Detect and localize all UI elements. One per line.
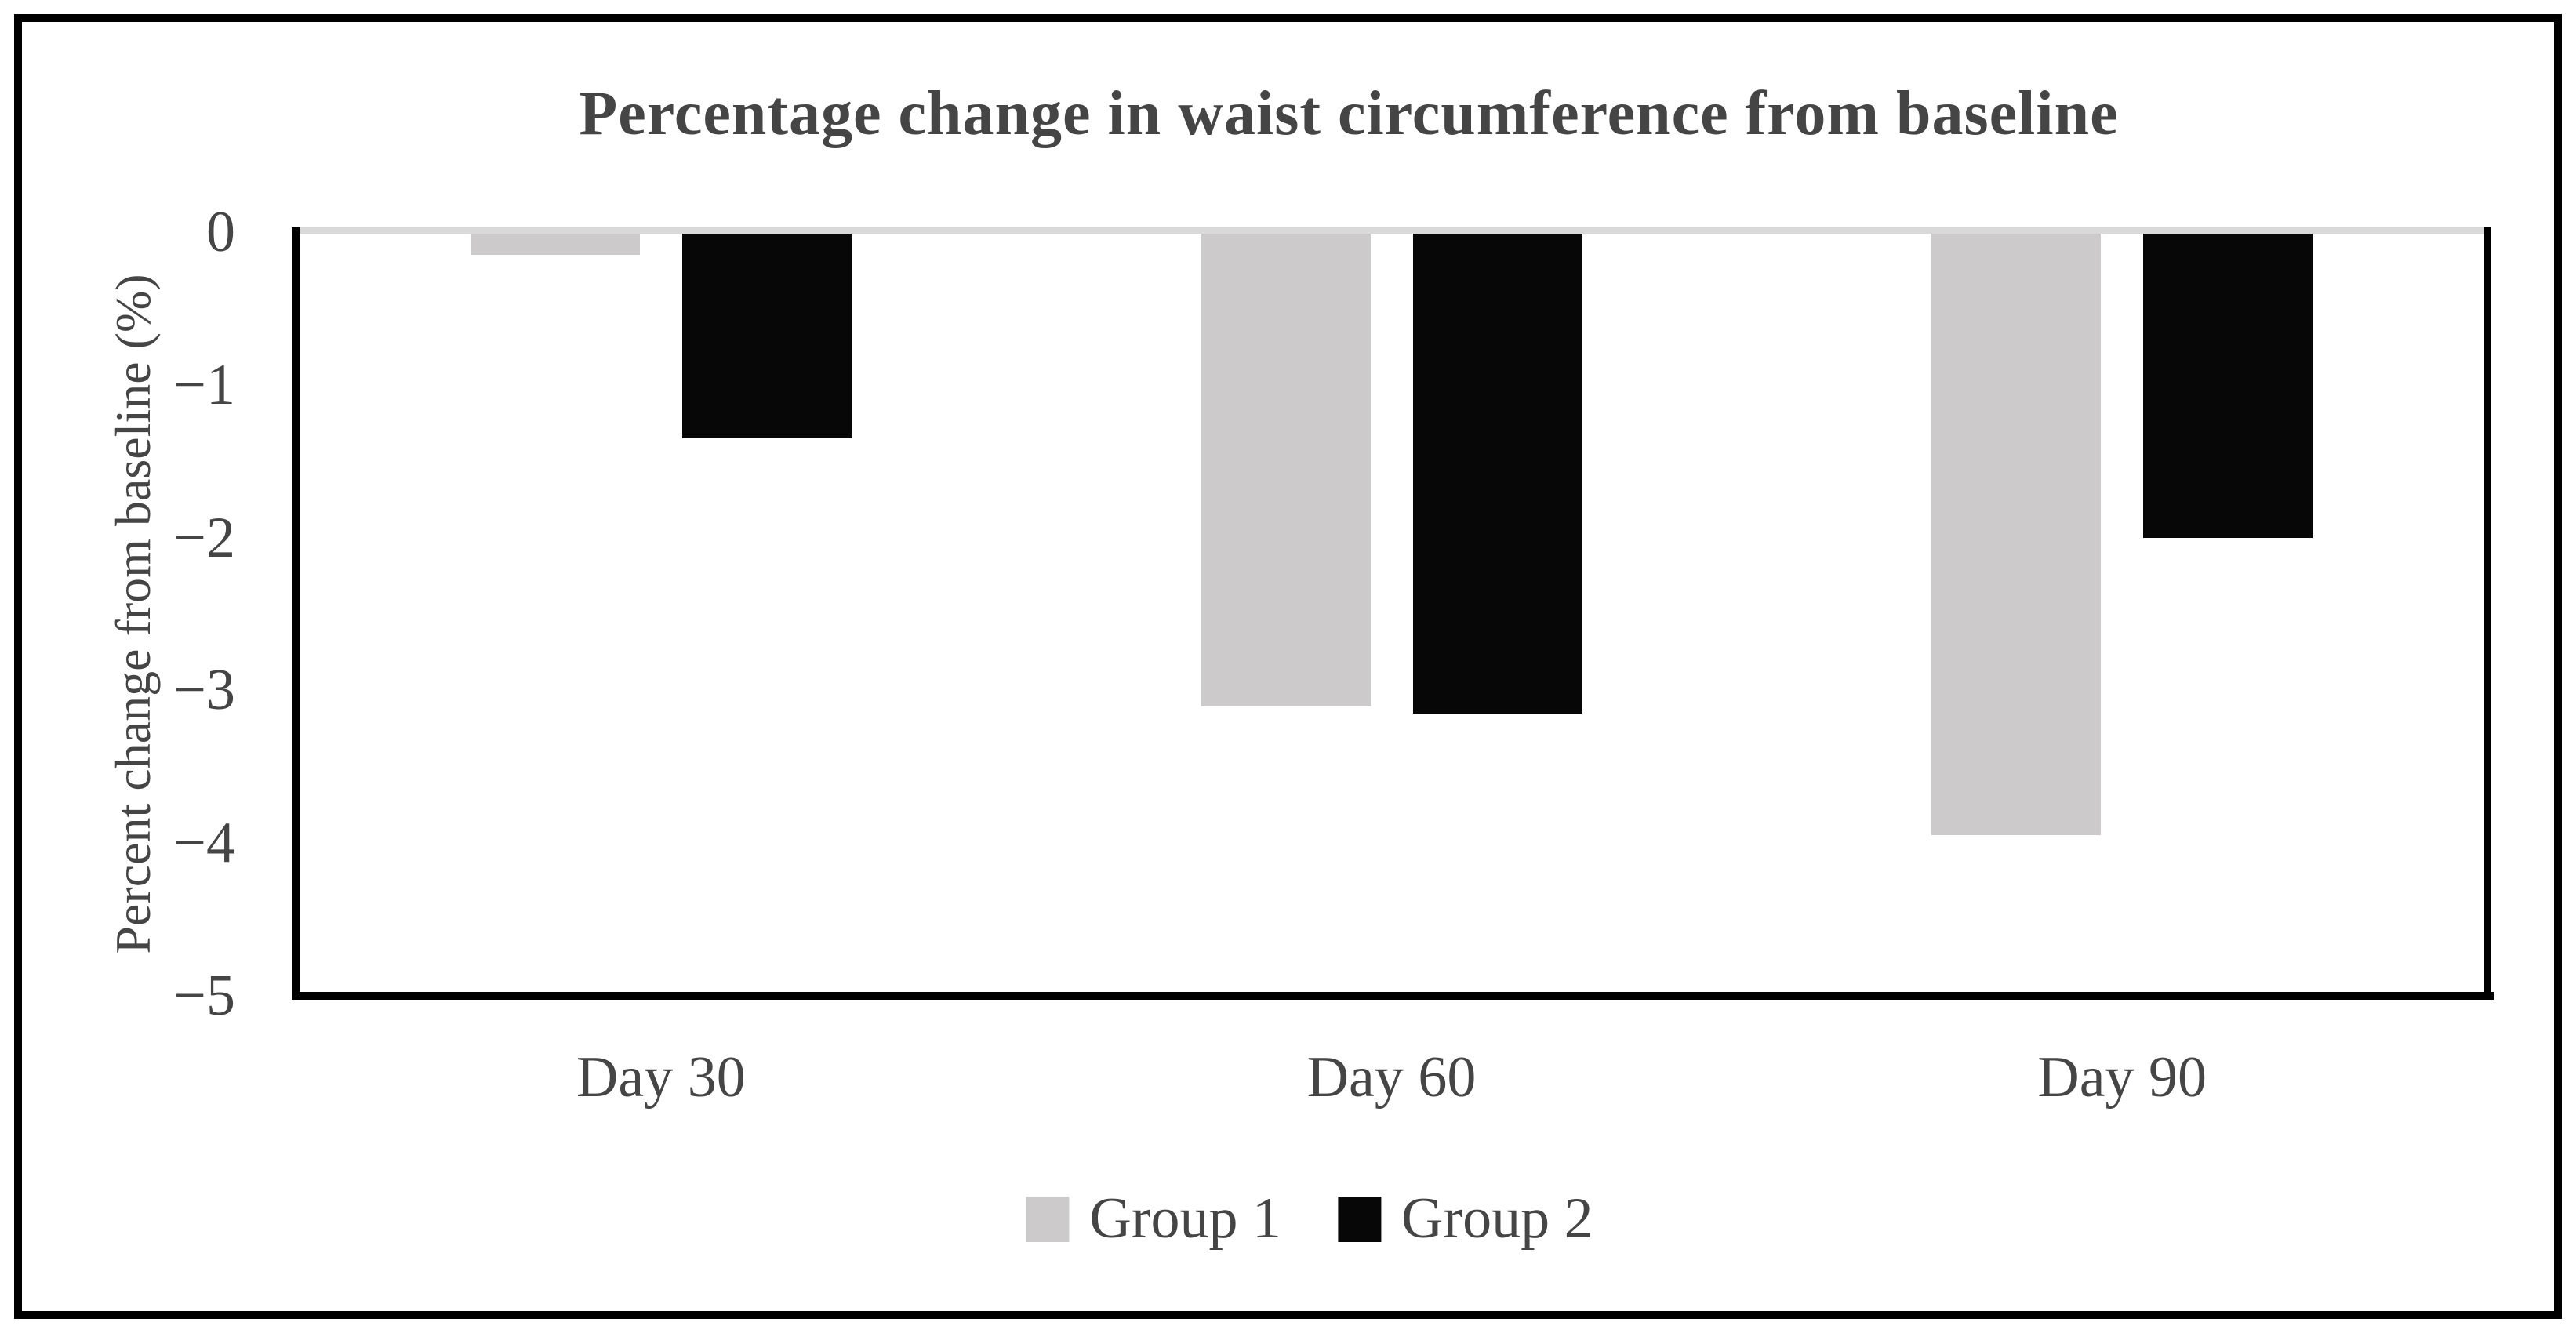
legend-label-group-2: Group 2 (1401, 1186, 1593, 1251)
bar-group-2-day-30 (681, 234, 852, 438)
legend-swatch-group-1 (1026, 1196, 1070, 1242)
legend-item-group-1: Group 1 (1026, 1186, 1281, 1252)
bar-group-1-day-90 (1931, 234, 2102, 836)
x-axis-line (292, 992, 2494, 1000)
zero-gridline (292, 227, 2490, 234)
x-category-label-day-30: Day 30 (576, 1045, 746, 1110)
y-tick-label--4: −4 (173, 811, 235, 876)
bar-group-1-day-30 (470, 234, 640, 256)
y-tick-label--2: −2 (173, 505, 235, 570)
bar-group-1-day-60 (1201, 234, 1371, 706)
y-tick-label--5: −5 (173, 964, 235, 1028)
x-category-label-day-60: Day 60 (1306, 1045, 1477, 1110)
y-tick-label--1: −1 (173, 352, 235, 417)
legend: Group 1 Group 2 (1026, 1186, 1593, 1252)
legend-swatch-group-2 (1338, 1196, 1381, 1242)
y-tick-label-0: 0 (206, 200, 235, 264)
legend-item-group-2: Group 2 (1338, 1186, 1593, 1252)
plot-right-border (2484, 227, 2491, 1000)
bar-group-2-day-60 (1412, 234, 1582, 714)
bar-group-2-day-90 (2143, 234, 2313, 538)
x-category-label-day-90: Day 90 (2037, 1045, 2207, 1110)
y-axis-line (292, 227, 300, 1000)
legend-label-group-1: Group 1 (1089, 1186, 1281, 1251)
y-tick-label--3: −3 (173, 658, 235, 723)
chart-title: Percentage change in waist circumference… (579, 79, 2119, 148)
